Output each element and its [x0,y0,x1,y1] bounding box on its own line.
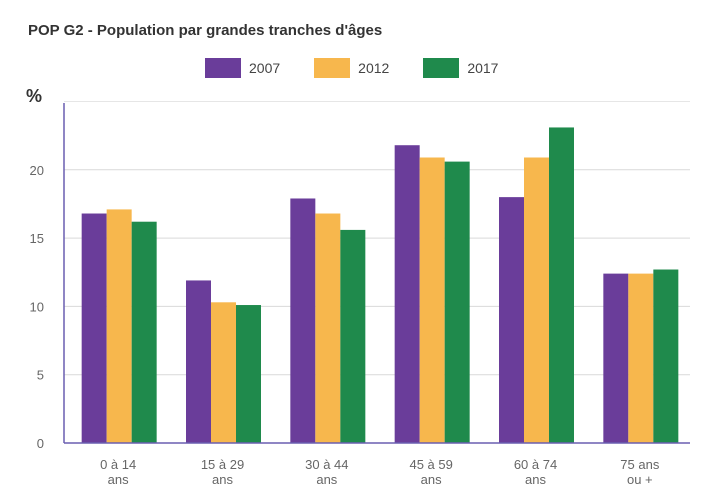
y-tick-label: 15 [30,231,44,246]
bar-2012 [315,213,341,443]
x-tick-label: 30 à 44 [305,457,348,472]
legend-item-2007: 2007 [205,58,280,78]
legend-label-2017: 2017 [467,60,499,76]
legend-item-2012: 2012 [314,58,389,78]
bar-2017 [549,127,574,443]
bar-2007 [394,145,420,443]
y-axis-label: % [26,86,43,106]
legend-swatch-2007 [205,58,241,78]
x-tick-label: ans [525,472,546,487]
y-tick-label: 5 [37,368,44,383]
x-tick-label: ou + [627,472,653,487]
x-tick-label: 15 à 29 [201,457,244,472]
legend-swatch-2017 [423,58,460,78]
legend-label-2012: 2012 [358,60,390,76]
x-tick-label: ans [421,472,442,487]
bar-2012 [106,209,132,443]
bar-2007 [81,213,107,443]
bar-2017 [653,269,679,443]
y-tick-label: 0 [37,436,44,451]
x-tick-label: ans [108,472,129,487]
y-tick-label: 20 [30,163,44,178]
bar-2017 [340,229,366,443]
bar-2007 [499,197,524,443]
x-tick-label: 60 à 74 [514,457,557,472]
legend-label-2007: 2007 [249,60,281,76]
bar-2012 [419,157,445,444]
bar-2007 [603,273,629,443]
bar-2017 [444,161,470,443]
bar-2012 [524,157,549,444]
legend-item-2017: 2017 [423,58,498,78]
y-tick-label: 10 [30,299,44,314]
bar-2012 [628,273,654,443]
x-tick-label: 75 ans [620,457,660,472]
x-tick-label: 45 à 59 [409,457,452,472]
bar-2017 [236,305,261,443]
legend: 2007 2012 2017 [205,58,498,78]
bar-2007 [290,198,316,443]
bar-2012 [211,302,236,443]
legend-swatch-2012 [314,58,351,78]
bar-2017 [131,221,157,443]
bar-2007 [186,280,211,443]
x-tick-label: ans [212,472,233,487]
x-tick-label: ans [316,472,337,487]
chart-title: POP G2 - Population par grandes tranches… [28,22,383,39]
x-tick-label: 0 à 14 [100,457,136,472]
